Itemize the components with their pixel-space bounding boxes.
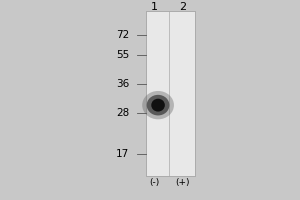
Text: 36: 36 <box>116 79 129 89</box>
Text: 72: 72 <box>116 30 129 40</box>
Text: 2: 2 <box>179 2 186 12</box>
Bar <box>146 11 195 176</box>
Text: 17: 17 <box>116 149 129 159</box>
Text: 28: 28 <box>116 108 129 118</box>
Ellipse shape <box>151 99 165 112</box>
Text: (-): (-) <box>149 178 160 187</box>
Text: (+): (+) <box>176 178 190 187</box>
Text: 55: 55 <box>116 50 129 60</box>
Ellipse shape <box>142 91 174 119</box>
Text: 1: 1 <box>151 2 158 12</box>
Ellipse shape <box>147 95 169 115</box>
